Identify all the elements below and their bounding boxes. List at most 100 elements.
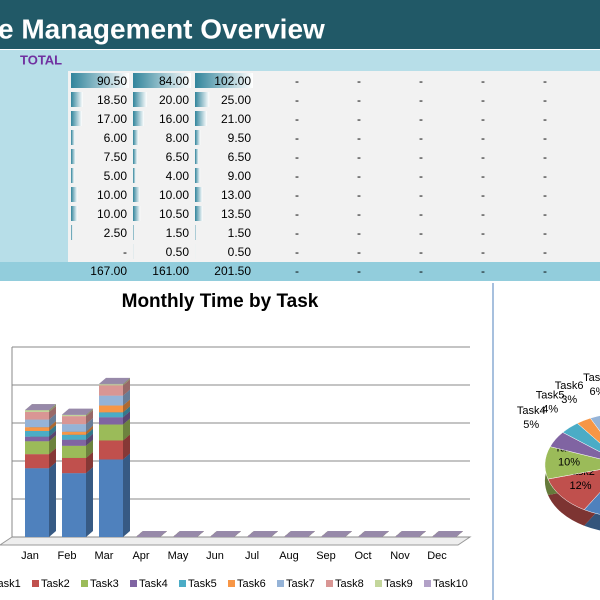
cell: - [357, 131, 361, 145]
legend-swatch [32, 580, 39, 587]
cell: 2.50 [104, 226, 128, 240]
pie-label-value: 10% [558, 456, 580, 468]
header-row [0, 50, 600, 71]
data-bar [195, 111, 207, 126]
cell: - [481, 226, 485, 240]
floor [0, 536, 472, 546]
bar-segment [25, 404, 56, 411]
cell: - [295, 93, 299, 107]
bar-front [62, 445, 86, 458]
cell: - [419, 264, 423, 278]
bar-front [25, 454, 49, 469]
bar-front [62, 416, 86, 425]
table-body [68, 71, 600, 262]
bar-side [86, 410, 93, 425]
cell: - [481, 207, 485, 221]
cell: 7.50 [104, 150, 128, 164]
cell: - [543, 226, 547, 240]
bar-front [62, 431, 86, 435]
pie-label-name: Task5 [536, 389, 565, 401]
data-bar [71, 206, 78, 221]
bar-front [99, 395, 123, 406]
legend-swatch [326, 580, 333, 587]
cell: 10.00 [97, 188, 127, 202]
cell: - [543, 188, 547, 202]
cell: - [295, 226, 299, 240]
cell: - [543, 207, 547, 221]
cell: 13.50 [221, 207, 251, 221]
cell: - [357, 93, 361, 107]
bar-front [99, 459, 123, 537]
cell: 10.50 [159, 207, 189, 221]
bar-front [99, 417, 123, 425]
x-tick-label: Dec [427, 550, 447, 562]
data-bar [71, 168, 75, 183]
cell: 6.50 [228, 150, 252, 164]
data-bar [195, 187, 203, 202]
cell: - [543, 264, 547, 278]
bar-segment [99, 453, 130, 537]
data-bar [71, 92, 83, 107]
cell: 6.00 [104, 131, 128, 145]
pie-label-value: 4% [542, 403, 558, 415]
cell: 10.00 [97, 207, 127, 221]
legend-label: Task2 [41, 578, 70, 590]
bar-side [86, 418, 93, 432]
bar-segment [284, 531, 315, 537]
legend-swatch [375, 580, 382, 587]
bar-top [210, 531, 241, 537]
data-bar [195, 149, 199, 164]
cell: 0.50 [228, 245, 252, 259]
cell: 201.50 [214, 264, 251, 278]
cell: 4.00 [166, 169, 190, 183]
bar-side [86, 428, 93, 440]
cell: - [419, 150, 423, 164]
cell: 21.00 [221, 112, 251, 126]
bar-front [25, 441, 49, 455]
data-bar [195, 168, 201, 183]
bar-segment [62, 467, 93, 537]
bar-side [86, 425, 93, 435]
bar-segment [321, 531, 352, 537]
legend-label: Task8 [335, 578, 364, 590]
cell: - [123, 245, 127, 259]
legend-swatch [130, 580, 137, 587]
bar-side [123, 399, 130, 413]
bar-top [99, 377, 130, 384]
bar-front [99, 385, 123, 396]
cell: - [357, 188, 361, 202]
cell: - [419, 112, 423, 126]
cell: - [543, 74, 547, 88]
bar-top [284, 531, 315, 537]
cell: 9.00 [228, 169, 252, 183]
bar-front [62, 457, 86, 474]
cell: 167.00 [90, 264, 127, 278]
cell: - [543, 245, 547, 259]
chart-title: Monthly Time by Task [122, 291, 319, 312]
x-tick-label: Mar [95, 550, 114, 562]
bar-side [49, 413, 56, 428]
bar-side [86, 451, 93, 474]
cell: - [481, 150, 485, 164]
cell: - [357, 245, 361, 259]
bar-front [62, 434, 86, 440]
sheet-title: e Management Overview [0, 13, 325, 44]
bar-front [99, 440, 123, 460]
data-bar [133, 73, 191, 88]
row-label-column [0, 71, 68, 262]
pie-label-name: Task4 [517, 405, 546, 417]
legend-label: Task6 [237, 578, 266, 590]
legend-label: Task4 [139, 578, 168, 590]
x-tick-label: Feb [58, 550, 77, 562]
cell: 9.50 [228, 131, 252, 145]
data-bar [195, 73, 253, 88]
cell: - [357, 112, 361, 126]
cell: - [357, 264, 361, 278]
cell: - [419, 131, 423, 145]
title-bar [0, 0, 600, 49]
data-bar [133, 206, 141, 221]
data-bar [71, 187, 78, 202]
cell: - [419, 74, 423, 88]
cell: - [543, 131, 547, 145]
cell: - [357, 207, 361, 221]
